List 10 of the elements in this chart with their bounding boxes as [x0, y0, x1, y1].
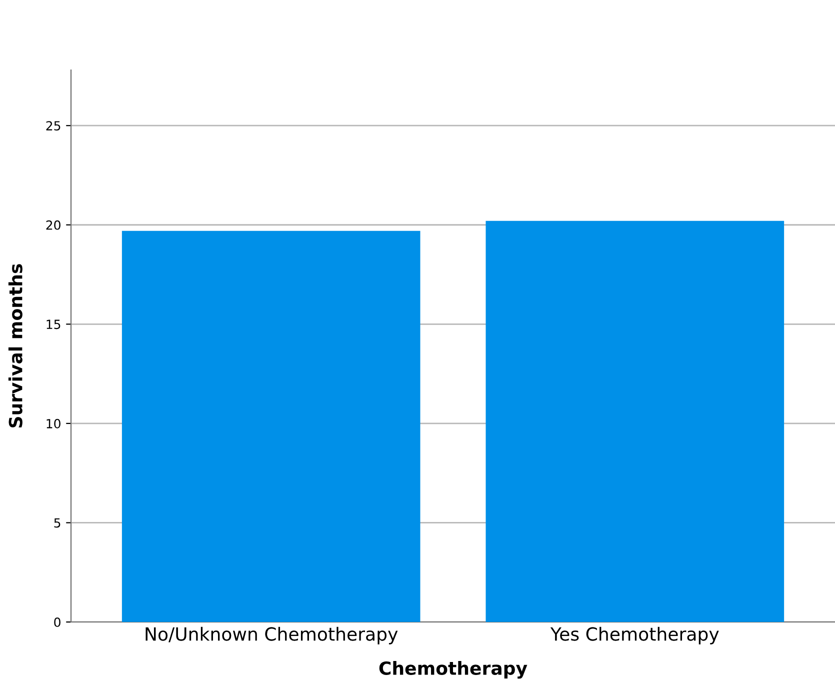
x-tick-label: Yes Chemotherapy [550, 626, 719, 644]
y-tick-label: 5 [54, 518, 60, 528]
y-tick-label: 20 [46, 220, 60, 230]
y-axis-title: Survival months [8, 264, 22, 428]
y-tick-label: 10 [46, 418, 60, 428]
y-tick-label: 15 [46, 320, 60, 330]
y-tick-label: 0 [54, 617, 60, 627]
x-tick-label: No/Unknown Chemotherapy [146, 626, 398, 644]
x-axis-title: Chemotherapy [379, 661, 528, 679]
y-tick-label: 25 [46, 121, 60, 131]
